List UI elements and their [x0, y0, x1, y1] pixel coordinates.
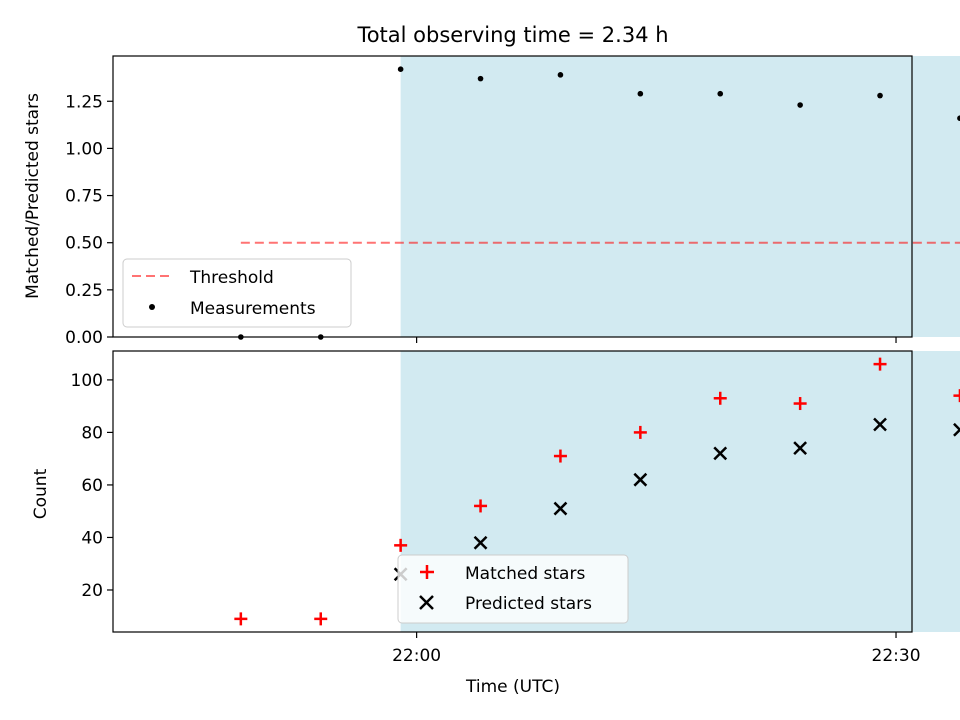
top-panel: 0.00 0.25 0.50 0.75 1.00 1.25 Matched/Predict…	[23, 55, 960, 348]
matched-star-point	[314, 612, 328, 626]
matched-legend-label: Matched stars	[465, 564, 585, 584]
y-tick-label: 60	[81, 476, 103, 496]
y-tick-label: 80	[81, 423, 103, 443]
y-tick-label: 1.00	[65, 139, 103, 159]
bottom-y-ticks: 20 40 60 80 100	[71, 371, 113, 601]
measurement-point	[477, 75, 484, 82]
top-axes-frame	[112, 55, 913, 338]
measurement-point	[637, 90, 644, 97]
x-tick-label: 22:30	[872, 646, 921, 666]
y-tick-label: 20	[81, 581, 103, 601]
predicted-star-point	[633, 472, 648, 487]
matched-star-point	[793, 397, 807, 411]
bottom-y-axis-label: Count	[31, 468, 51, 519]
measurements-legend-label: Measurements	[190, 299, 316, 319]
predicted-legend-swatch	[419, 595, 434, 610]
measurement-point	[797, 102, 803, 108]
matched-star-point	[394, 538, 408, 552]
y-tick-label: 1.25	[65, 92, 103, 112]
measurement-points	[238, 66, 960, 340]
top-x-ticks	[416, 337, 897, 343]
predicted-star-point	[793, 441, 808, 456]
bottom-axes-frame	[112, 350, 913, 633]
measurement-point	[957, 115, 960, 122]
y-tick-label: 0.50	[65, 234, 103, 254]
bottom-legend: Matched stars Predicted stars	[397, 554, 629, 624]
measurement-point	[717, 90, 724, 97]
predicted-legend-label: Predicted stars	[465, 594, 592, 614]
top-legend: Threshold Measurements	[122, 258, 352, 328]
matched-star-point	[234, 612, 248, 626]
top-shaded-span	[400, 56, 960, 337]
matched-star-point	[713, 391, 727, 405]
threshold-legend-label: Threshold	[189, 268, 274, 288]
top-y-ticks: 0.00 0.25 0.50 0.75 1.00 1.25	[65, 92, 113, 348]
matched-star-point	[633, 425, 647, 439]
measurements-legend-swatch	[149, 304, 155, 310]
predicted-star-point	[713, 446, 728, 461]
chart-title: Total observing time = 2.34 h	[356, 23, 668, 47]
predicted-star-point	[473, 535, 488, 550]
y-tick-label: 0.75	[65, 187, 103, 207]
predicted-star-point	[553, 501, 568, 516]
measurement-point	[877, 92, 883, 99]
x-tick-label: 22:00	[392, 646, 441, 666]
y-tick-label: 0.25	[65, 281, 103, 301]
matched-star-point	[553, 449, 567, 463]
matched-star-point	[474, 499, 488, 513]
bottom-legend-box	[397, 554, 629, 624]
bottom-x-axis-label: Time (UTC)	[465, 677, 560, 697]
predicted-star-point	[873, 417, 887, 432]
y-tick-label: 0.00	[65, 328, 103, 348]
measurement-point	[397, 66, 404, 73]
y-tick-label: 100	[71, 371, 103, 391]
top-y-axis-label: Matched/Predicted stars	[23, 93, 43, 299]
matched-star-point	[873, 357, 887, 371]
top-legend-box	[122, 258, 352, 328]
measurement-point	[557, 72, 564, 78]
y-tick-label: 40	[81, 528, 103, 548]
matched-legend-swatch	[420, 565, 434, 579]
